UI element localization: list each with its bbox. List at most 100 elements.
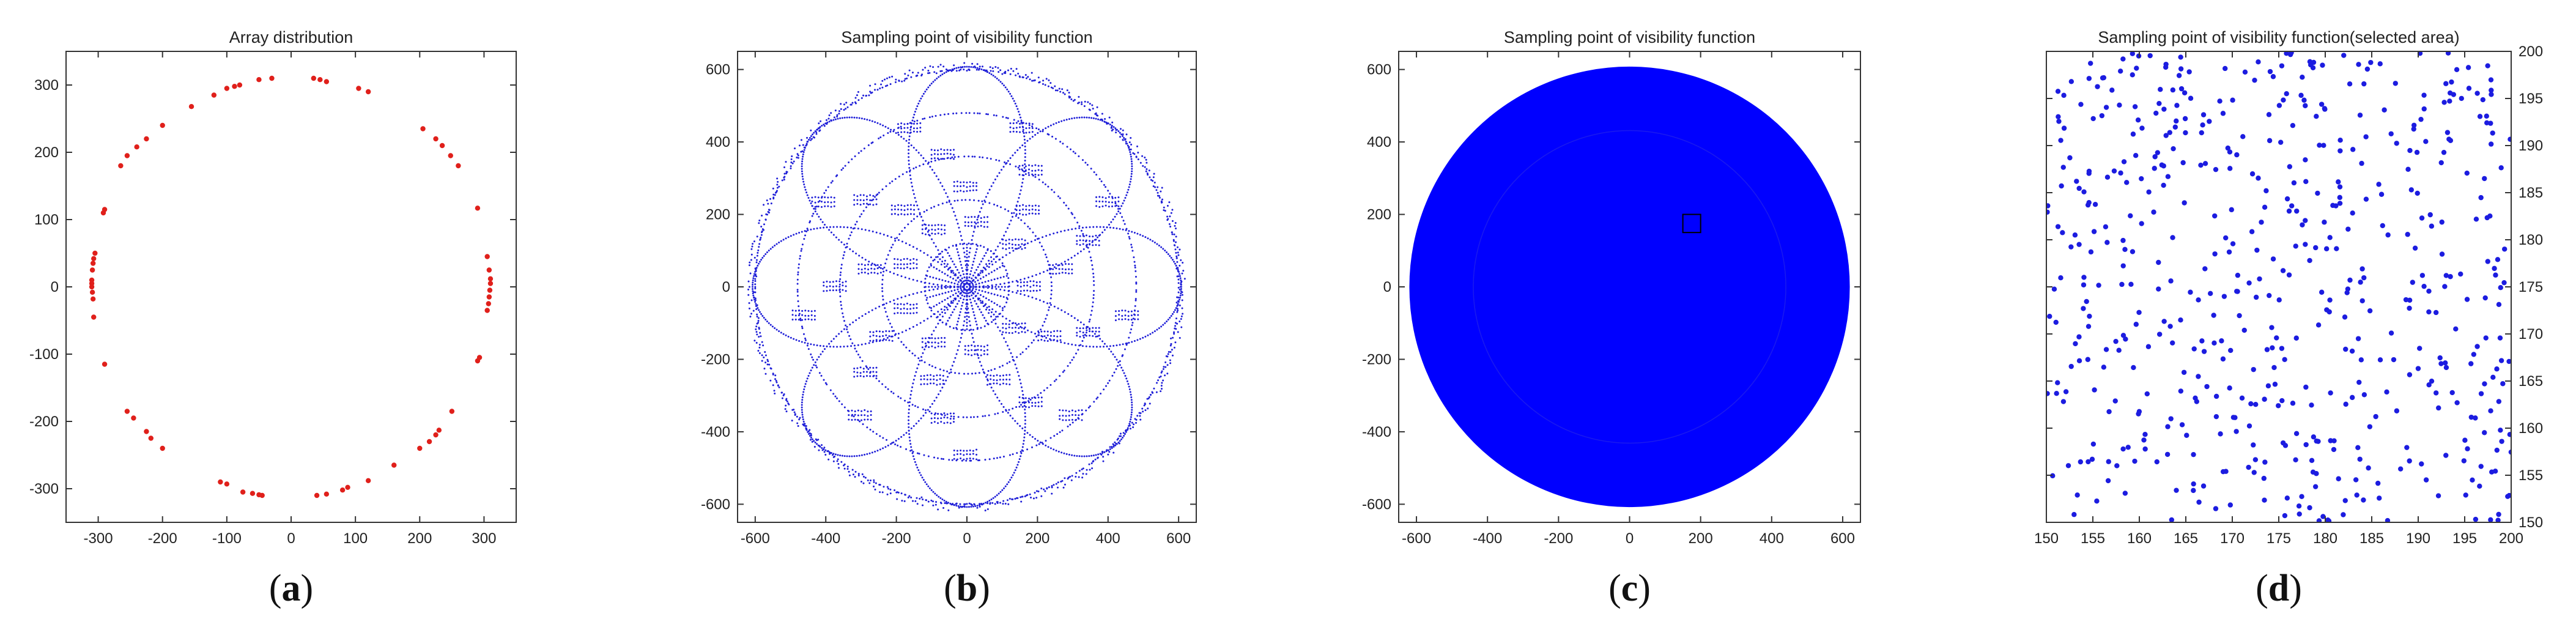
sampling-point [1114, 201, 1117, 203]
sampling-point [1031, 72, 1033, 74]
sampling-point [846, 226, 849, 229]
array-element-point [224, 481, 230, 487]
sampling-point [2313, 245, 2319, 251]
sampling-point [903, 267, 905, 270]
sampling-point [801, 404, 803, 406]
sampling-point [883, 266, 886, 269]
sampling-point [2279, 63, 2285, 69]
sampling-point [916, 259, 918, 261]
sampling-point [750, 313, 753, 315]
sampling-point [1176, 311, 1179, 313]
sampling-point [2473, 516, 2479, 522]
sampling-point [1050, 285, 1053, 287]
sampling-point [937, 311, 939, 313]
sampling-point [2139, 125, 2145, 131]
sampling-point [935, 503, 937, 506]
sampling-point [991, 308, 994, 311]
sampling-point [2106, 409, 2112, 415]
sampling-point [2303, 242, 2308, 247]
sampling-point [1048, 267, 1051, 270]
sampling-point [1129, 180, 1131, 183]
sampling-point [1171, 313, 1174, 315]
sampling-point [810, 310, 813, 313]
sampling-point [803, 149, 805, 151]
sampling-point [1056, 339, 1059, 342]
sampling-point [1015, 327, 1017, 329]
sampling-point [1102, 456, 1105, 458]
sampling-point [834, 118, 837, 120]
panel-d-caption: (d) [2256, 568, 2302, 609]
sampling-point [846, 116, 848, 119]
sampling-point [1007, 117, 1009, 119]
sampling-point [930, 417, 933, 420]
sampling-point [986, 249, 989, 251]
sampling-point [840, 300, 842, 303]
sampling-point [758, 328, 760, 330]
sampling-point [964, 199, 967, 201]
sampling-point [943, 499, 946, 502]
sampling-point [982, 156, 984, 158]
sampling-point [2191, 451, 2196, 458]
sampling-point [1058, 264, 1060, 266]
sampling-point [968, 276, 971, 279]
y-tick-label: 300 [34, 77, 59, 94]
sampling-point [1182, 313, 1184, 315]
sampling-point [1122, 436, 1124, 439]
sampling-point [2163, 133, 2169, 138]
sampling-point [1050, 289, 1053, 292]
sampling-point [1162, 324, 1164, 326]
sampling-point [2483, 335, 2489, 341]
sampling-point [937, 508, 939, 511]
sampling-point [1089, 226, 1091, 228]
sampling-point [977, 357, 980, 359]
sampling-point [1053, 339, 1056, 341]
sampling-point [1001, 286, 1003, 288]
sampling-point [957, 66, 960, 69]
sampling-point [1021, 238, 1023, 240]
sampling-point [2076, 358, 2082, 364]
sampling-point [1139, 412, 1142, 415]
sampling-point [2191, 481, 2196, 487]
sampling-point [922, 92, 925, 95]
sampling-point [897, 132, 899, 134]
sampling-point [1075, 472, 1078, 474]
sampling-point [881, 295, 884, 297]
sampling-point [948, 459, 950, 461]
sampling-point [1014, 363, 1016, 366]
sampling-point [977, 292, 979, 295]
sampling-point [2303, 218, 2308, 223]
sampling-point [1107, 449, 1109, 451]
sampling-point [874, 488, 876, 491]
sampling-point [2408, 187, 2415, 193]
sampling-point [2174, 118, 2179, 124]
sampling-point [1018, 406, 1021, 408]
sampling-point [761, 214, 763, 217]
sampling-point [1068, 118, 1070, 120]
sampling-point [840, 241, 843, 243]
sampling-point [1166, 219, 1169, 221]
sampling-point [2230, 241, 2236, 246]
sampling-point [2251, 442, 2256, 448]
sampling-point [1014, 469, 1016, 472]
sampling-point [1071, 418, 1073, 421]
sampling-point [861, 473, 864, 475]
sampling-point [961, 270, 964, 272]
sampling-point [839, 226, 842, 228]
sampling-point [909, 267, 912, 270]
sampling-point [1022, 208, 1024, 210]
sampling-point [2196, 499, 2202, 505]
sampling-point [810, 129, 812, 132]
sampling-point [1092, 226, 1095, 228]
sampling-point [1103, 343, 1106, 345]
sampling-point [926, 297, 928, 299]
sampling-point [1002, 327, 1004, 329]
sampling-point [928, 84, 931, 87]
sampling-point [879, 272, 882, 274]
sampling-point [950, 281, 953, 284]
sampling-point [804, 314, 807, 317]
sampling-point [1025, 132, 1027, 134]
sampling-point [897, 267, 899, 269]
sampling-point [968, 280, 970, 282]
sampling-point [810, 319, 813, 321]
sampling-point [1031, 169, 1034, 172]
